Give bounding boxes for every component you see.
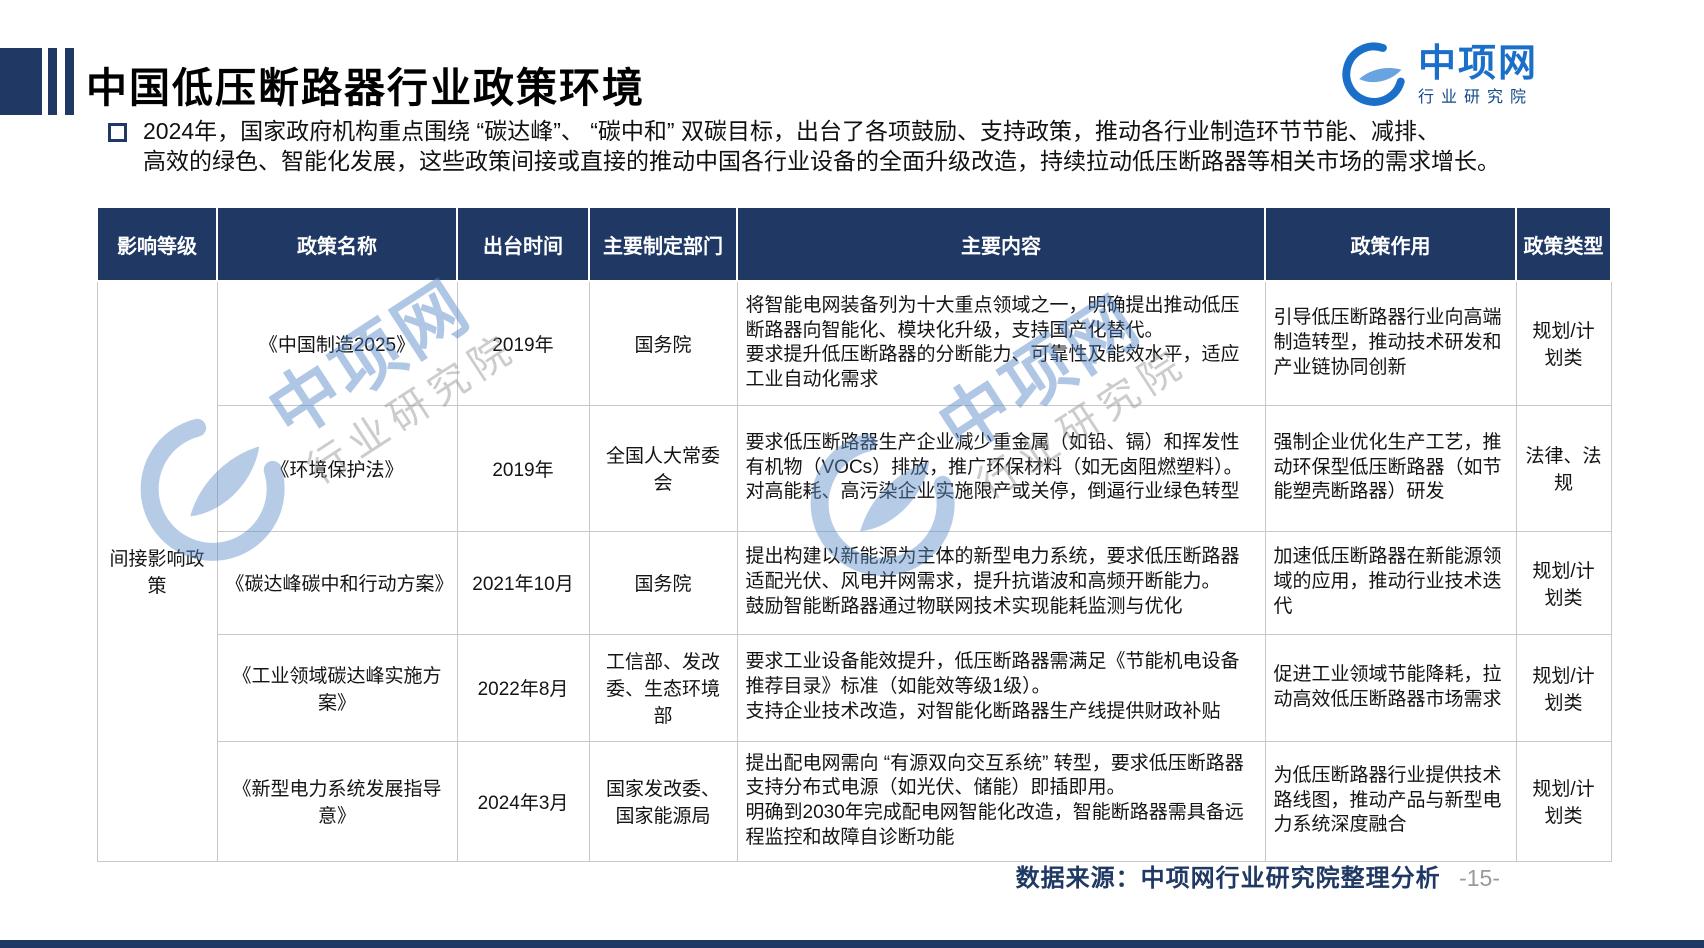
col-header-department: 主要制定部门 bbox=[588, 206, 738, 282]
policy-name-cell: 《环境保护法》 bbox=[216, 404, 458, 532]
policy-date-cell: 2021年10月 bbox=[456, 530, 590, 635]
title-deco-square bbox=[0, 48, 42, 115]
policy-content-cell: 将智能电网装备列为十大重点领域之一，明确提出推动低压断路器向智能化、模块化升级，… bbox=[736, 280, 1266, 406]
policy-type-cell: 规划/计划类 bbox=[1515, 530, 1612, 635]
policy-department-cell: 国务院 bbox=[588, 280, 738, 406]
page-title: 中国低压断路器行业政策环境 bbox=[86, 65, 645, 111]
table-header-row: 影响等级 政策名称 出台时间 主要制定部门 主要内容 政策作用 政策类型 bbox=[96, 206, 1612, 282]
table-row: 《碳达峰碳中和行动方案》 2021年10月 国务院 提出构建以新能源为主体的新型电力系… bbox=[97, 530, 1612, 635]
col-header-content: 主要内容 bbox=[736, 206, 1266, 282]
table-row: 间接影响政策 《中国制造2025》 2019年 国务院 将智能电网装备列为十大重点领域之… bbox=[96, 280, 1612, 862]
table-row: 《新型电力系统发展指导意》 2024年3月 国家发改委、国家能源局 提出配电网需向 “… bbox=[97, 740, 1612, 862]
ccpd-swirl-icon bbox=[1342, 42, 1405, 106]
policy-effect-cell: 引导低压断路器行业向高端制造转型，推动技术研发和产业链协同创新 bbox=[1264, 280, 1517, 406]
square-bullet-icon bbox=[108, 123, 127, 142]
policy-type-cell: 规划/计划类 bbox=[1515, 280, 1612, 406]
policy-type-cell: 规划/计划类 bbox=[1515, 740, 1612, 862]
data-source-text: 数据来源：中项网行业研究院整理分析 bbox=[1015, 865, 1441, 892]
title-deco-bar bbox=[48, 48, 57, 115]
impact-level-cell: 间接影响政策 bbox=[96, 280, 218, 862]
policy-name-cell: 《碳达峰碳中和行动方案》 bbox=[216, 530, 458, 635]
policy-department-cell: 工信部、发改委、生态环境部 bbox=[588, 633, 738, 742]
intro-text: 2024年，国家政府机构重点围绕 “碳达峰”、 “碳中和” 双碳目标，出台了各项… bbox=[143, 116, 1500, 177]
policy-name-cell: 《工业领域碳达峰实施方案》 bbox=[216, 633, 458, 742]
footer: 数据来源：中项网行业研究院整理分析 -15- bbox=[96, 858, 1500, 893]
logo-name: 中项网 bbox=[1418, 42, 1539, 85]
col-header-type: 政策类型 bbox=[1515, 206, 1612, 282]
policy-date-cell: 2019年 bbox=[456, 280, 590, 406]
page-number: -15- bbox=[1459, 865, 1500, 891]
table-row: 《环境保护法》 2019年 全国人大常委会 要求低压断路器生产企业减少重金属（如铅、镉… bbox=[97, 404, 1612, 532]
bottom-accent-strip bbox=[0, 940, 1704, 948]
col-header-date: 出台时间 bbox=[456, 206, 590, 282]
policy-type-cell: 规划/计划类 bbox=[1515, 633, 1612, 742]
policy-name-cell: 《中国制造2025》 bbox=[216, 280, 458, 406]
policy-name-cell: 《新型电力系统发展指导意》 bbox=[216, 740, 458, 862]
policy-content-cell: 提出配电网需向 “有源双向交互系统” 转型，要求低压断路器支持分布式电源（如光伏… bbox=[736, 740, 1266, 862]
policy-type-cell: 法律、法规 bbox=[1515, 404, 1612, 532]
policy-effect-cell: 加速低压断路器在新能源领域的应用，推动行业技术迭代 bbox=[1264, 530, 1517, 635]
table-row: 《工业领域碳达峰实施方案》 2022年8月 工信部、发改委、生态环境部 要求工业设备能… bbox=[97, 633, 1612, 742]
policy-effect-cell: 为低压断路器行业提供技术路线图，推动产品与新型电力系统深度融合 bbox=[1264, 740, 1517, 862]
policy-department-cell: 国家发改委、国家能源局 bbox=[588, 740, 738, 862]
policy-table: 影响等级 政策名称 出台时间 主要制定部门 主要内容 政策作用 政策类型 间接影… bbox=[96, 206, 1612, 862]
logo-text: 中项网 行业研究院 bbox=[1418, 45, 1538, 106]
col-header-name: 政策名称 bbox=[216, 206, 458, 282]
policy-content-cell: 要求低压断路器生产企业减少重金属（如铅、镉）和挥发性有机物（VOCs）排放，推广… bbox=[736, 404, 1266, 532]
intro-line: 2024年，国家政府机构重点围绕 “碳达峰”、 “碳中和” 双碳目标，出台了各项… bbox=[143, 118, 1440, 144]
policy-effect-cell: 促进工业领域节能降耗，拉动高效低压断路器市场需求 bbox=[1264, 633, 1517, 742]
policy-date-cell: 2024年3月 bbox=[456, 740, 590, 862]
intro-paragraph: 2024年，国家政府机构重点围绕 “碳达峰”、 “碳中和” 双碳目标，出台了各项… bbox=[108, 116, 1618, 177]
policy-date-cell: 2019年 bbox=[456, 404, 590, 532]
title-deco-bar bbox=[65, 48, 74, 115]
policy-effect-cell: 强制企业优化生产工艺，推动环保型低压断路器（如节能塑壳断路器）研发 bbox=[1264, 404, 1517, 532]
policy-content-cell: 提出构建以新能源为主体的新型电力系统，要求低压断路器适配光伏、风电并网需求，提升… bbox=[736, 530, 1266, 635]
policy-date-cell: 2022年8月 bbox=[456, 633, 590, 742]
policy-content-cell: 要求工业设备能效提升，低压断路器需满足《节能机电设备推荐目录》标准（如能效等级1… bbox=[736, 633, 1266, 742]
col-header-effect: 政策作用 bbox=[1264, 206, 1517, 282]
ccpd-logo: 中项网 行业研究院 bbox=[1342, 42, 1538, 108]
policy-department-cell: 国务院 bbox=[588, 530, 738, 635]
col-header-impact: 影响等级 bbox=[96, 206, 218, 282]
intro-line: 高效的绿色、智能化发展，这些政策间接或直接的推动中国各行业设备的全面升级改造，持… bbox=[143, 148, 1500, 175]
logo-subtitle: 行业研究院 bbox=[1418, 88, 1534, 106]
policy-department-cell: 全国人大常委会 bbox=[588, 404, 738, 532]
